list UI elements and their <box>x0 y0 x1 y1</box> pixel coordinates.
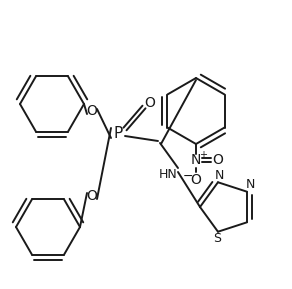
Text: −: − <box>183 170 193 182</box>
Text: N: N <box>245 178 255 191</box>
Text: O: O <box>86 189 98 203</box>
Text: S: S <box>213 232 221 245</box>
Text: O: O <box>145 96 155 110</box>
Text: O: O <box>86 104 98 118</box>
Text: N: N <box>214 169 224 182</box>
Text: +: + <box>199 150 207 160</box>
Text: N: N <box>191 153 201 167</box>
Text: O: O <box>213 153 223 167</box>
Text: P: P <box>113 127 123 142</box>
Text: O: O <box>191 173 201 187</box>
Text: HN: HN <box>159 168 177 181</box>
